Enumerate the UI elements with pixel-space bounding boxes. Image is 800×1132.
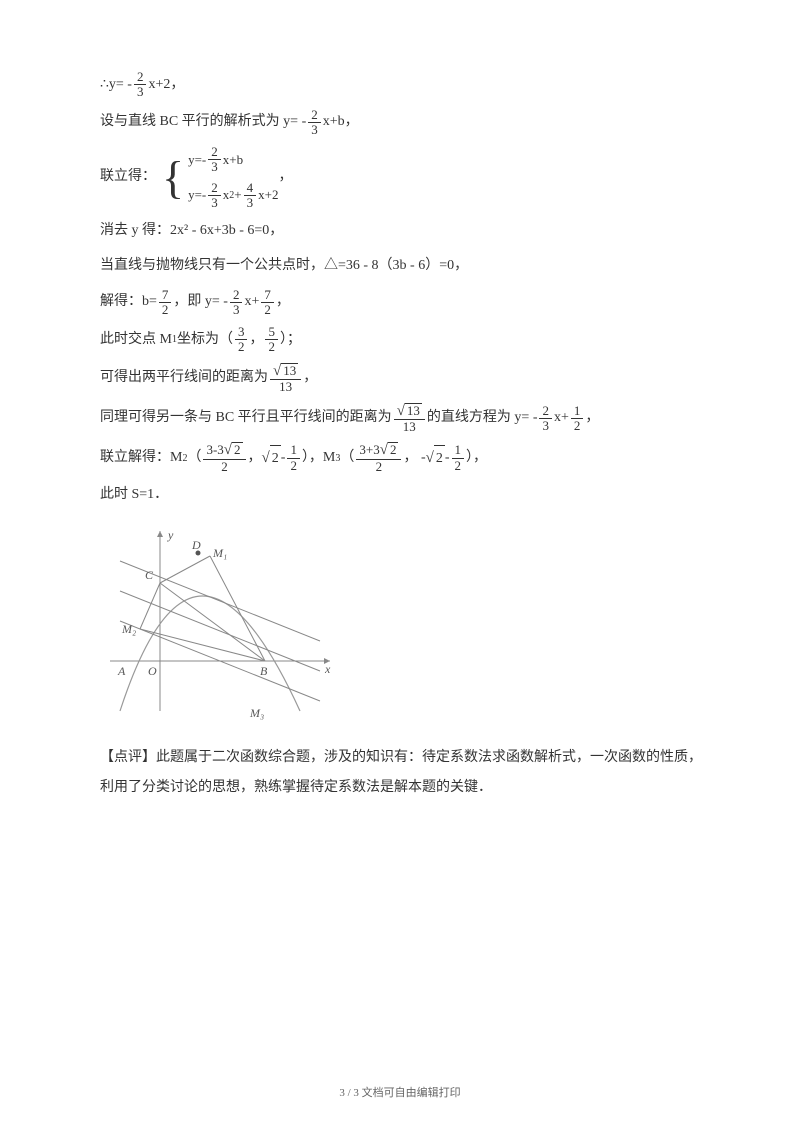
line-2: 设与直线 BC 平行的解析式为 y= - 23 x+b，: [100, 108, 710, 138]
line-3: 联立得： { y=- 23 x+b y=- 23 x2 + 43 x+2 ，: [100, 145, 710, 210]
line-1: ∴y= - 23 x+2，: [100, 70, 710, 100]
line-11: 此时 S=1．: [100, 482, 710, 509]
point-a: A: [117, 664, 126, 678]
line-9: 同理可得另一条与 BC 平行且平行线间的距离为 1313 的直线方程为 y= -…: [100, 403, 710, 435]
text: x+b，: [323, 109, 359, 136]
axis-x-label: x: [324, 662, 331, 676]
point-d: D: [191, 538, 201, 552]
line-4: 消去 y 得：2x² - 6x+3b - 6=0，: [100, 218, 710, 245]
equation-system: { y=- 23 x+b y=- 23 x2 + 43 x+2: [162, 145, 278, 210]
point-c: C: [145, 568, 154, 582]
point-m3: M₃: [249, 706, 264, 720]
text: 联立得：: [100, 164, 156, 191]
line-6: 解得：b= 72 ，即 y= - 23 x+ 72 ，: [100, 288, 710, 318]
text: x+2，: [148, 72, 184, 99]
axis-y-label: y: [167, 528, 174, 542]
text: 设与直线 BC 平行的解析式为 y= -: [100, 109, 306, 136]
text: ∴y= -: [100, 72, 132, 99]
frac-2-3: 23: [308, 108, 321, 138]
point-o: O: [148, 664, 157, 678]
point-b: B: [260, 664, 268, 678]
line-7: 此时交点 M1 坐标为（ 32 ， 52 ）；: [100, 325, 710, 355]
text: ，: [278, 164, 292, 191]
line-5: 当直线与抛物线只有一个公共点时，△=36 - 8（3b - 6）=0，: [100, 253, 710, 280]
point-m1: M₁: [212, 546, 227, 560]
line-10: 联立解得：M2 （ 3-322 ， 2 - 12 ），M3 （ 3+322 ， …: [100, 442, 710, 474]
line-8: 可得出两平行线间的距离为 1313 ，: [100, 363, 710, 395]
frac-2-3: 23: [134, 70, 147, 100]
comment-line: 【点评】此题属于二次函数综合题，涉及的知识有：待定系数法求函数解析式，一次函数的…: [100, 743, 710, 802]
point-m2: M₂: [121, 622, 136, 636]
page-footer: 3 / 3 文档可自由编辑打印: [0, 1083, 800, 1104]
parabola-diagram: y x A O B C D M₁ M₂ M₃: [100, 521, 710, 732]
